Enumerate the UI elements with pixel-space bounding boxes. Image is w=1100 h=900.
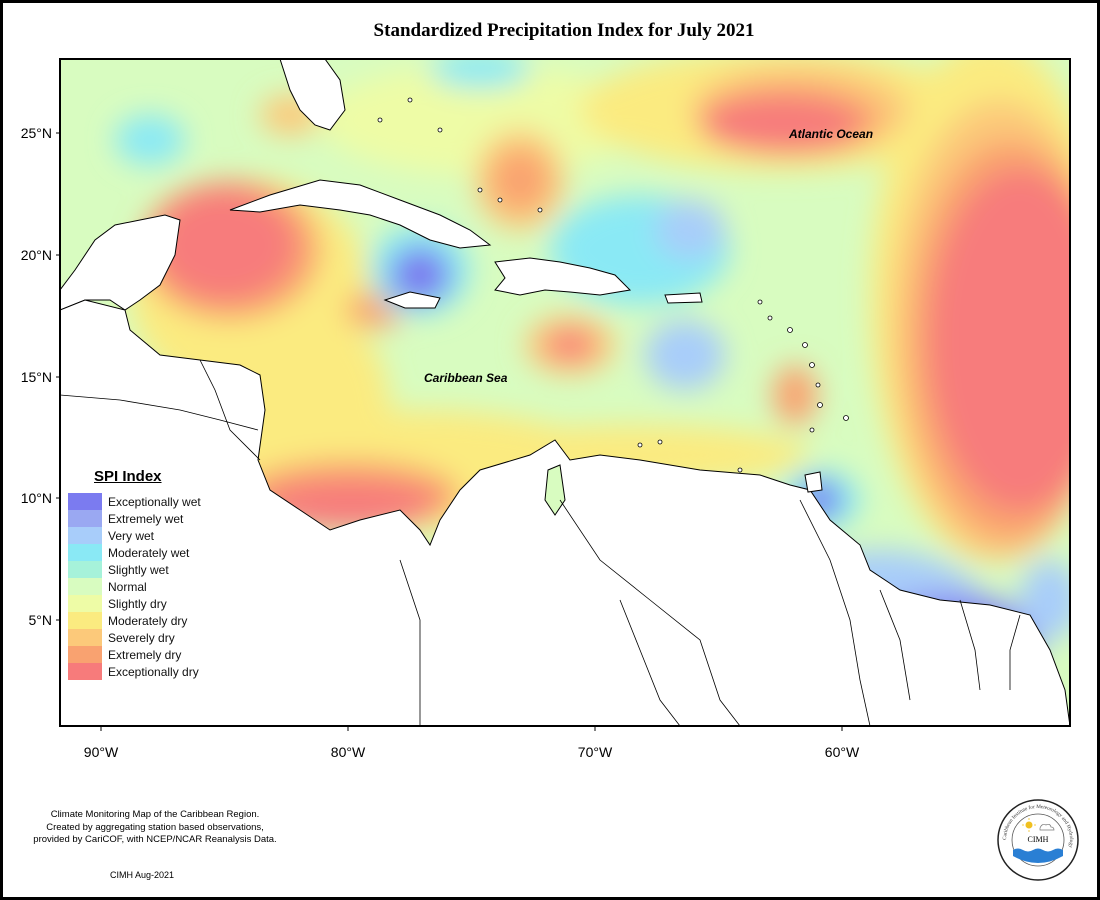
legend-item: Exceptionally dry (68, 663, 228, 680)
legend-swatch (68, 544, 102, 561)
spi-legend: SPI Index Exceptionally wet Extremely wet… (68, 468, 228, 680)
cuba (229, 179, 492, 249)
y-tick-label: 25°N (20, 125, 52, 141)
x-tick-label: 90°W (83, 744, 119, 760)
legend-label: Moderately dry (108, 613, 188, 628)
legend-item: Extremely wet (68, 510, 228, 527)
puerto-rico (664, 292, 703, 304)
legend-rows: Exceptionally wet Extremely wet Very wet Mo… (68, 493, 228, 680)
credit-line: Climate Monitoring Map of the Caribbean … (50, 809, 260, 820)
legend-item: Moderately dry (68, 612, 228, 629)
legend-swatch (68, 527, 102, 544)
legend-label: Severely dry (108, 630, 175, 645)
legend-item: Slightly wet (68, 561, 228, 578)
legend-label: Exceptionally dry (108, 664, 199, 679)
legend-swatch (68, 663, 102, 680)
small-islands (377, 97, 849, 473)
legend-swatch (68, 612, 102, 629)
trinidad (804, 471, 823, 493)
hispaniola (494, 257, 632, 296)
map-title: Standardized Precipitation Index for Jul… (373, 20, 755, 41)
y-tick-label: 15°N (20, 369, 52, 385)
spi-field (60, 59, 1070, 726)
atlantic-ocean-label: Atlantic Ocean (789, 127, 874, 141)
land-outlines (60, 59, 1070, 726)
credit-text: Climate Monitoring Map of the Caribbean … (30, 809, 280, 847)
legend-label: Extremely dry (108, 647, 182, 662)
legend-label: Extremely wet (108, 511, 184, 526)
x-tick-label: 70°W (577, 744, 613, 760)
legend-item: Severely dry (68, 629, 228, 646)
date-stamp: CIMH Aug-2021 (110, 870, 175, 880)
legend-swatch (68, 561, 102, 578)
y-tick-label: 5°N (28, 612, 53, 628)
legend-label: Very wet (108, 528, 155, 543)
legend-label: Slightly dry (108, 596, 167, 611)
tick-marks (56, 132, 843, 731)
wave-icon (1013, 848, 1063, 863)
legend-item: Very wet (68, 527, 228, 544)
legend-label: Moderately wet (108, 545, 190, 560)
florida (279, 59, 346, 131)
jamaica (383, 291, 441, 309)
legend-item: Normal (68, 578, 228, 595)
legend-title: SPI Index (94, 468, 162, 485)
cloud-icon (1039, 823, 1055, 831)
x-tick-label: 60°W (824, 744, 860, 760)
x-tick-label: 80°W (330, 744, 366, 760)
legend-swatch (68, 578, 102, 595)
credit-line: Created by aggregating station based obs… (46, 821, 264, 833)
country-borders (60, 359, 1021, 726)
legend-item: Moderately wet (68, 544, 228, 561)
legend-label: Normal (108, 579, 147, 594)
credit-line: provided by CariCOF, with NCEP/NCAR Rean… (33, 834, 277, 845)
legend-swatch (68, 629, 102, 646)
legend-item: Exceptionally wet (68, 493, 228, 510)
map-border (59, 58, 1071, 727)
logo-center-text: CIMH (1028, 835, 1049, 844)
legend-swatch (68, 510, 102, 527)
legend-swatch (68, 646, 102, 663)
yucatan (60, 214, 181, 311)
cimh-logo: Caribbean Institute for Meteorology and … (997, 799, 1079, 881)
legend-label: Exceptionally wet (108, 494, 201, 509)
legend-label: Slightly wet (108, 562, 169, 577)
legend-item: Extremely dry (68, 646, 228, 663)
y-tick-label: 10°N (20, 490, 52, 506)
central-america (60, 299, 1070, 726)
caribbean-sea-label: Caribbean Sea (424, 371, 508, 385)
sun-icon (1025, 821, 1033, 829)
legend-swatch (68, 595, 102, 612)
lake (544, 464, 566, 516)
legend-item: Slightly dry (68, 595, 228, 612)
legend-swatch (68, 493, 102, 510)
y-tick-label: 20°N (20, 247, 52, 263)
